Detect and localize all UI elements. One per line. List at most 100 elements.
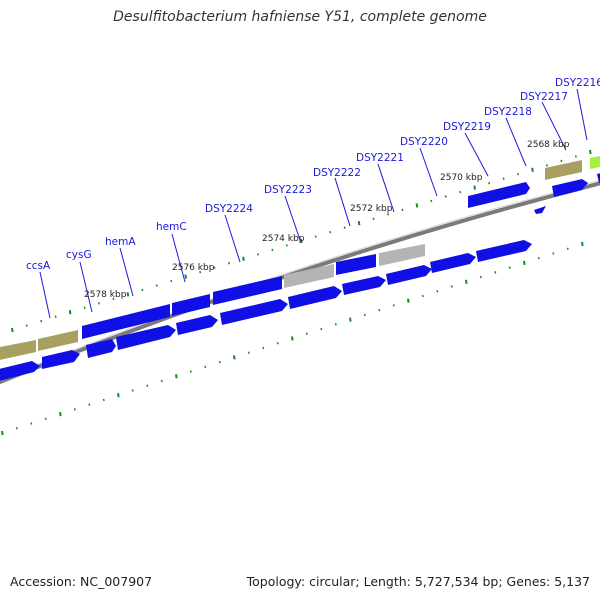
tick-mark [378, 308, 381, 312]
tick-mark [488, 181, 491, 185]
tick-mark [1, 430, 4, 436]
kbp-label: 2576 kbp [172, 263, 215, 273]
tick-mark [407, 298, 410, 303]
gene-label: hemA [105, 236, 136, 248]
tick-mark [574, 155, 577, 158]
tick-mark [343, 226, 346, 229]
cds-block [172, 294, 210, 316]
tick-mark [589, 149, 592, 155]
tick-mark [102, 398, 105, 402]
tick-mark [218, 360, 221, 364]
tick-mark [175, 374, 178, 379]
tick-mark [508, 266, 511, 269]
cds-arrow [342, 276, 386, 295]
tick-mark [131, 389, 134, 392]
gene-label: DSY2222 [313, 167, 361, 179]
cds-block [82, 304, 170, 339]
tick-row-top [11, 149, 592, 333]
map-title: Desulfitobacterium hafniense Y51, comple… [113, 9, 487, 25]
tick-mark [117, 393, 120, 398]
cds-block [336, 254, 376, 275]
tick-mark [285, 244, 288, 247]
tick-mark [112, 297, 115, 301]
tick-mark [30, 422, 33, 425]
tick-mark [204, 365, 207, 369]
tick-mark [262, 346, 265, 350]
tick-mark [73, 408, 76, 411]
tick-mark [44, 417, 47, 421]
kbp-label: 2578 kbp [84, 290, 127, 300]
tick-mark [97, 302, 101, 305]
tick-mark [502, 177, 505, 180]
tick-mark [184, 274, 187, 279]
tick-mark [59, 411, 62, 417]
kbp-label: 2568 kbp [527, 140, 570, 150]
tick-mark [199, 270, 202, 274]
leader-lines [39, 88, 588, 319]
gene-label: DSY2220 [400, 136, 448, 148]
tick-row-bottom [1, 241, 584, 436]
kbp-labels: 2578 kbp 2576 kbp 2574 kbp 2572 kbp 2570… [84, 140, 570, 300]
feature-olive [38, 330, 78, 351]
bottom-strand [0, 173, 600, 381]
tick-mark [291, 336, 294, 341]
tick-mark [523, 260, 526, 266]
tick-mark [401, 208, 404, 212]
accession-text: Accession: NC_007907 [10, 574, 153, 589]
tick-mark [363, 313, 366, 317]
tick-mark [126, 292, 130, 297]
tick-mark [25, 324, 28, 327]
tick-mark [213, 266, 216, 269]
tick-mark [271, 248, 274, 252]
tick-mark [430, 199, 433, 203]
feature-gray [284, 264, 334, 288]
tick-mark [517, 173, 520, 176]
tick-mark [146, 384, 149, 387]
tick-mark [242, 256, 245, 261]
cds-block [213, 276, 282, 305]
tick-mark [421, 294, 424, 298]
tick-mark [170, 279, 173, 283]
gene-label: DSY2224 [205, 203, 253, 215]
cds-arrow [116, 325, 176, 350]
cds-arrow [86, 339, 116, 358]
tick-mark [392, 304, 395, 307]
tick-mark [247, 351, 250, 354]
tick-mark [233, 355, 236, 360]
tick-mark [494, 271, 497, 274]
feature-gray [379, 244, 425, 266]
cds-arrow [597, 173, 600, 183]
tick-mark [160, 379, 163, 383]
cds-arrow [476, 240, 532, 262]
cds-arrow [552, 179, 588, 197]
feature-olive [0, 340, 36, 360]
tick-mark [531, 167, 534, 172]
top-strand [0, 156, 600, 360]
tick-mark [228, 262, 231, 265]
tick-mark [349, 317, 352, 322]
cds-arrow [42, 350, 80, 369]
tick-mark [256, 253, 259, 256]
kbp-label: 2574 kbp [262, 234, 305, 244]
tick-mark [189, 370, 192, 373]
genome-summary-text: Topology: circular; Length: 5,727,534 bp… [246, 574, 590, 589]
gene-label: cysG [66, 249, 92, 261]
tick-mark [357, 221, 361, 226]
feature-olive [545, 160, 582, 180]
tick-mark [436, 290, 439, 293]
tick-mark [320, 327, 323, 331]
tick-mark [329, 230, 332, 234]
gene-label: DSY2221 [356, 152, 404, 164]
kbp-label: 2570 kbp [440, 173, 483, 183]
cds-block [468, 182, 530, 208]
tick-mark [581, 241, 584, 247]
gene-label: DSY2223 [264, 184, 312, 196]
kbp-label: 2572 kbp [350, 204, 393, 214]
tick-mark [83, 306, 86, 309]
gene-label: DSY2218 [484, 106, 532, 118]
gene-label: DSY2219 [443, 121, 491, 133]
tick-mark [141, 288, 144, 292]
cds-arrow [176, 315, 218, 335]
tick-mark [276, 342, 279, 345]
